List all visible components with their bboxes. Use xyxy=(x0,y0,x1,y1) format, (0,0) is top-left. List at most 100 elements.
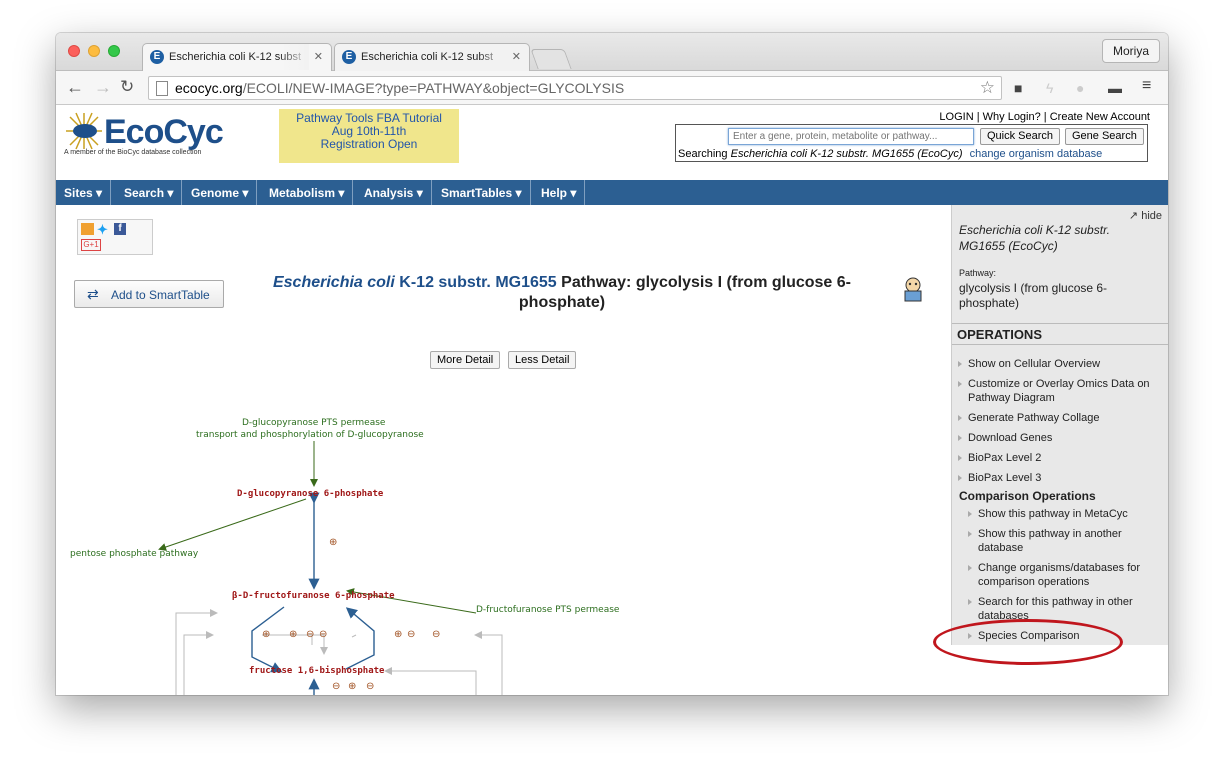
extension-icon[interactable]: ■ xyxy=(1014,80,1023,96)
url-host: ecocyc.org xyxy=(175,80,243,96)
forward-arrow-icon[interactable]: → xyxy=(94,77,112,97)
banner-line: Registration Open xyxy=(320,137,418,151)
email-share-icon[interactable] xyxy=(81,223,94,235)
google-plus-icon[interactable]: G+1 xyxy=(81,239,101,251)
pathway-arrows xyxy=(158,441,503,695)
compound-label[interactable]: β-D-fructofuranose 6-phosphate xyxy=(232,591,395,601)
facebook-icon[interactable]: f xyxy=(114,223,126,235)
arrow-up-right-icon: ↗ xyxy=(1128,210,1139,222)
profile-button[interactable]: Moriya xyxy=(1101,39,1160,63)
create-account-link[interactable]: Create New Account xyxy=(1049,111,1150,123)
zoom-window-button[interactable] xyxy=(108,45,120,57)
menu-smarttables[interactable]: SmartTables ▾ xyxy=(433,180,531,205)
show-in-another-db-link[interactable]: Show this pathway in another database xyxy=(968,527,1158,555)
searching-organism: Searching Escherichia coli K-12 substr. … xyxy=(678,148,1102,160)
searching-label: Searching xyxy=(678,148,728,160)
pathway-diagram: D-glucopyranose PTS permease transport a… xyxy=(56,373,936,695)
gene-search-button[interactable]: Gene Search xyxy=(1065,128,1144,145)
banner-line: Pathway Tools FBA Tutorial xyxy=(296,111,442,125)
sidebar-organism: Escherichia coli K-12 substr. MG1655 (Ec… xyxy=(959,223,1110,253)
twitter-icon[interactable]: ✦ xyxy=(97,222,108,237)
back-arrow-icon[interactable]: ← xyxy=(66,77,84,97)
overlay-omics-link[interactable]: Customize or Overlay Omics Data on Pathw… xyxy=(958,377,1164,405)
activator-icon: ⊕ xyxy=(348,681,357,692)
menu-sites[interactable]: Sites ▾ xyxy=(56,180,112,205)
page-title: Escherichia coli K-12 substr. MG1655 Pat… xyxy=(232,273,892,313)
searching-organism-name: Escherichia coli K-12 substr. MG1655 (Ec… xyxy=(730,148,963,160)
close-icon[interactable]: ✕ xyxy=(313,51,323,63)
title-pathway: Pathway: glycolysis I (from glucose 6- xyxy=(561,274,851,291)
reload-icon[interactable]: ↻ xyxy=(120,77,135,96)
add-to-smarttable-button[interactable]: ⇄ Add to SmartTable xyxy=(74,280,224,308)
swap-arrows-icon: ⇄ xyxy=(87,286,99,302)
fba-tutorial-banner[interactable]: Pathway Tools FBA Tutorial Aug 10th-11th… xyxy=(279,109,459,163)
sidebar-pathway-name: glycolysis I (from glucose 6-phosphate) xyxy=(959,281,1108,310)
change-organisms-link[interactable]: Change organisms/databases for compariso… xyxy=(968,561,1158,589)
logo-text: EcoCyc xyxy=(104,113,224,151)
menu-help[interactable]: Help ▾ xyxy=(533,180,586,205)
pathway-link[interactable]: pentose phosphate pathway xyxy=(70,549,199,559)
inhibitor-icon: ⊖ xyxy=(332,681,341,692)
compound-label[interactable]: D-glucopyranose 6-phosphate xyxy=(237,489,384,499)
ecocyc-favicon-icon: E xyxy=(150,50,164,64)
page-content: EcoCyc A member of the BioCyc database c… xyxy=(56,105,1168,695)
activator-icon: ⊕ xyxy=(394,629,403,640)
e-coli-logo-icon xyxy=(66,112,102,150)
menu-icon[interactable]: ≡ xyxy=(1142,77,1152,94)
change-organism-link[interactable]: change organism database xyxy=(969,148,1103,160)
sidebar: ↗ hide Escherichia coli K-12 substr. MG1… xyxy=(951,205,1168,645)
ecocyc-favicon-icon: E xyxy=(342,50,356,64)
title-bar: E Escherichia coli K-12 subst ✕ E Escher… xyxy=(56,33,1168,71)
menu-search[interactable]: Search ▾ xyxy=(116,180,183,205)
login-link[interactable]: LOGIN xyxy=(939,111,974,123)
inhibitor-icon: ⊖ xyxy=(432,629,441,640)
search-input[interactable] xyxy=(728,128,974,145)
why-login-link[interactable]: Why Login? xyxy=(982,111,1041,123)
title-organism: Escherichia coli K-12 substr. MG1655 xyxy=(272,274,557,291)
curator-mascot-icon[interactable] xyxy=(899,275,927,303)
main-menu: Sites ▾ Search ▾ Genome ▾ Metabolism ▾ A… xyxy=(56,180,1168,205)
close-icon[interactable]: ✕ xyxy=(511,51,521,63)
operations-header: OPERATIONS xyxy=(952,323,1168,345)
pathway-collage-link[interactable]: Generate Pathway Collage xyxy=(958,411,1164,425)
sidebar-pathway-label: Pathway: xyxy=(959,268,997,278)
enzyme-label[interactable]: transport and phosphorylation of D-gluco… xyxy=(196,430,424,440)
comparison-operations-header: Comparison Operations xyxy=(959,489,1096,503)
quick-search-button[interactable]: Quick Search xyxy=(980,128,1061,145)
menu-genome[interactable]: Genome ▾ xyxy=(183,180,258,205)
biopax-level3-link[interactable]: BioPax Level 3 xyxy=(958,471,1164,485)
close-window-button[interactable] xyxy=(68,45,80,57)
glasses-extension-icon[interactable]: ▬ xyxy=(1108,80,1122,96)
more-detail-button[interactable]: More Detail xyxy=(430,351,501,369)
compound-label[interactable]: fructose 1,6-bisphosphate xyxy=(249,666,385,676)
biopax-level2-link[interactable]: BioPax Level 2 xyxy=(958,451,1164,465)
show-cellular-overview-link[interactable]: Show on Cellular Overview xyxy=(958,357,1164,371)
add-to-smarttable-label: Add to SmartTable xyxy=(111,288,210,302)
inhibitor-icon: ⊖ xyxy=(366,681,375,692)
menu-metabolism[interactable]: Metabolism ▾ xyxy=(261,180,354,205)
hide-sidebar-link[interactable]: ↗ hide xyxy=(1128,210,1162,222)
browser-window: E Escherichia coli K-12 subst ✕ E Escher… xyxy=(56,33,1168,695)
minimize-window-button[interactable] xyxy=(88,45,100,57)
bookmark-star-icon[interactable]: ☆ xyxy=(979,78,995,97)
ecocyc-logo[interactable]: EcoCyc A member of the BioCyc database c… xyxy=(64,111,264,159)
bolt-extension-icon[interactable]: ϟ xyxy=(1046,80,1054,96)
new-tab-button[interactable] xyxy=(530,49,572,69)
title-pathway-line2: phosphate) xyxy=(518,294,606,311)
highlight-ellipse xyxy=(933,619,1123,665)
enzyme-label[interactable]: D-glucopyranose PTS permease xyxy=(242,418,386,428)
enzyme-label[interactable]: D-fructofuranose PTS permease xyxy=(476,605,620,615)
less-detail-button[interactable]: Less Detail xyxy=(508,351,577,369)
tab-title: Escherichia coli K-12 subst xyxy=(169,51,302,63)
tab-2[interactable]: E Escherichia coli K-12 subst ✕ xyxy=(334,43,530,71)
address-bar[interactable]: ecocyc.org/ECOLI/NEW-IMAGE?type=PATHWAY&… xyxy=(148,76,1002,100)
menu-analysis[interactable]: Analysis ▾ xyxy=(356,180,432,205)
account-links: LOGIN | Why Login? | Create New Account xyxy=(939,111,1150,123)
tab-1[interactable]: E Escherichia coli K-12 subst ✕ xyxy=(142,43,332,71)
download-genes-link[interactable]: Download Genes xyxy=(958,431,1164,445)
browser-toolbar: ← → ↻ ecocyc.org/ECOLI/NEW-IMAGE?type=PA… xyxy=(56,71,1168,105)
show-in-metacyc-link[interactable]: Show this pathway in MetaCyc xyxy=(968,507,1158,521)
tab-title: Escherichia coli K-12 subst xyxy=(361,51,494,63)
extension-icon[interactable]: ● xyxy=(1076,80,1085,96)
activator-icon: ⊕ xyxy=(289,629,298,640)
